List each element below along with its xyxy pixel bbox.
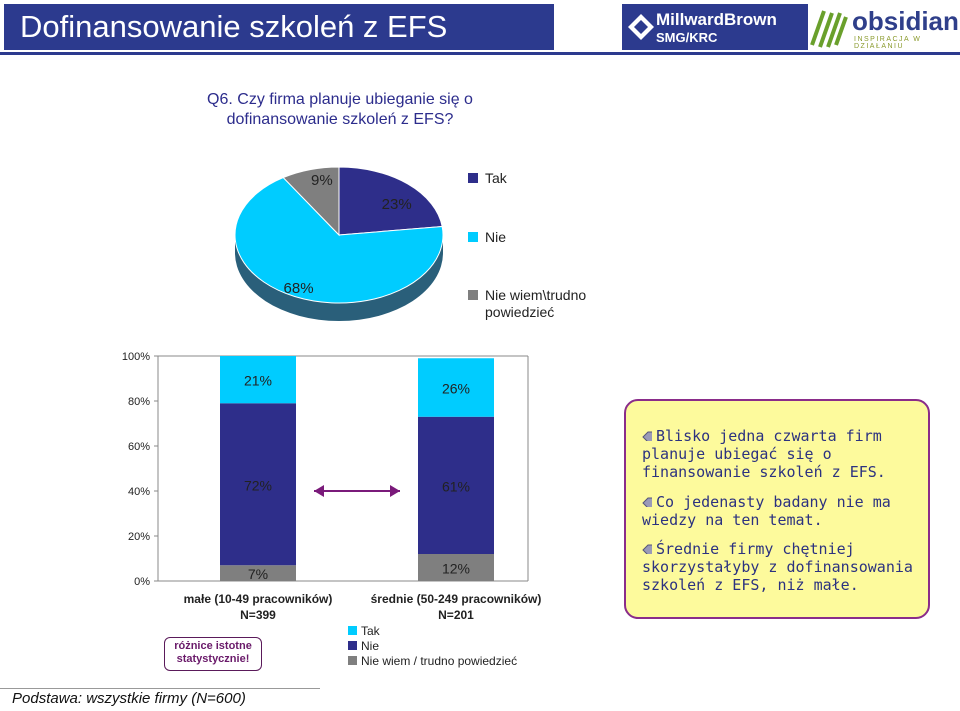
pie-data-label-tak: 23% bbox=[381, 196, 412, 214]
y-tick-label: 40% bbox=[128, 486, 150, 498]
pie-depth-wall bbox=[235, 235, 443, 321]
callout-point-3-line-3: szkoleń z EFS, niż małe. bbox=[642, 576, 859, 594]
callout-point-2-line-1: Co jedenasty badany nie ma bbox=[642, 493, 891, 511]
callout-point-3-line-2: skorzystałyby z dofinansowania bbox=[642, 558, 913, 576]
y-tick-label: 60% bbox=[128, 441, 150, 453]
callout-point-2: Co jedenasty badany nie ma wiedzy na ten … bbox=[642, 493, 891, 529]
millward-brown-logo: MillwardBrown SMG/KRC bbox=[622, 4, 808, 50]
slide-header: Dofinansowanie szkoleń z EFS MillwardBro… bbox=[0, 0, 960, 58]
pointer-bullet-icon bbox=[642, 497, 652, 507]
bar-legend-swatch-tak bbox=[348, 626, 357, 635]
x-category-label: małe (10-49 pracowników) bbox=[184, 592, 333, 606]
pie-legend-swatch-tak bbox=[468, 173, 478, 183]
stacked-bar-chart: 0% 20% 40% 60% 80% 100% 7% 72% 21% małe (10-49 pr… bbox=[122, 351, 542, 622]
millward-brown-logo-icon bbox=[628, 14, 654, 40]
obsidian-logo-text: obsidian bbox=[852, 6, 959, 36]
callout-point-1-line-3: finansowanie szkoleń z EFS. bbox=[642, 463, 886, 481]
pie-slice-nie-wiem-trudno-powiedzie bbox=[282, 166, 340, 237]
y-tick-label: 20% bbox=[128, 531, 150, 543]
header-divider bbox=[0, 52, 960, 55]
bar-data-label-nie-wiem-trudno-powiedzie-1: 7% bbox=[248, 566, 268, 582]
pie-legend-label-niewiem-line-2: powiedzieć bbox=[485, 304, 555, 320]
bar-data-label-tak-1: 21% bbox=[244, 373, 272, 389]
pie-legend-label-niewiem-line-1: Nie wiem\trudno bbox=[485, 287, 587, 303]
bar-legend-swatch-nie bbox=[348, 641, 357, 650]
y-tick-label: 100% bbox=[122, 351, 150, 363]
callout-point-1-line-1: Blisko jedna czwarta firm bbox=[642, 427, 886, 445]
x-category-sample-size: N=399 bbox=[240, 608, 276, 622]
pie-slice-tak bbox=[338, 166, 443, 236]
callout-point-1: Blisko jedna czwarta firm planuje ubiegać… bbox=[642, 427, 886, 481]
bar-segment-tak-1 bbox=[220, 356, 296, 404]
y-tick-label: 0% bbox=[134, 576, 150, 588]
millward-brown-logo-text: MillwardBrown bbox=[656, 10, 777, 29]
bar-segment-nie-wiem-trudno-powiedzie-1 bbox=[220, 565, 296, 581]
significance-note: różnice istotne statystycznie! bbox=[164, 637, 262, 671]
pie-data-label-nie-wiem-trudno-powiedzie: 9% bbox=[311, 171, 333, 189]
obsidian-logo: obsidian INSPIRACJA W DZIAŁANIU bbox=[806, 2, 959, 52]
summary-callout: Blisko jedna czwarta firm planuje ubiegać… bbox=[624, 399, 930, 619]
bar-data-label-nie-wiem-trudno-powiedzie-2: 12% bbox=[442, 561, 470, 577]
x-category-sample-size: N=201 bbox=[438, 608, 474, 622]
significance-note-line-1: różnice istotne bbox=[174, 640, 252, 652]
bar-segment-nie-wiem-trudno-powiedzie-2 bbox=[418, 554, 494, 581]
base-note: Podstawa: wszystkie firmy (N=600) bbox=[12, 690, 246, 707]
question-line-1: Q6. Czy firma planuje ubieganie się o bbox=[207, 91, 473, 108]
callout-point-3: Średnie firmy chętniej skorzystałyby z do… bbox=[642, 540, 913, 594]
bar-legend-swatch-niewiem bbox=[348, 656, 357, 665]
obsidian-tagline: INSPIRACJA W DZIAŁANIU bbox=[854, 36, 922, 50]
callout-point-1-line-2: planuje ubiegać się o bbox=[642, 445, 832, 463]
pie-slice-nie bbox=[234, 176, 444, 304]
callout-point-2-line-2: wiedzy na ten temat. bbox=[642, 511, 823, 529]
title-bar: Dofinansowanie szkoleń z EFS bbox=[4, 4, 554, 50]
bar-legend-label-tak: Tak bbox=[361, 624, 380, 638]
bar-data-label-nie-1: 72% bbox=[244, 477, 272, 493]
smg-krc-logo-text: SMG/KRC bbox=[656, 30, 718, 45]
bar-segment-nie-2 bbox=[418, 416, 494, 554]
footer-divider bbox=[0, 688, 320, 689]
bar-legend-label-niewiem: Nie wiem / trudno powiedzieć bbox=[361, 654, 518, 668]
bar-data-label-tak-2: 26% bbox=[442, 381, 470, 397]
comparison-arrowhead-left bbox=[314, 485, 324, 497]
bar-segment-tak-2 bbox=[418, 358, 494, 417]
significance-note-line-2: statystycznie! bbox=[176, 653, 250, 665]
pie-legend-label-nie: Nie bbox=[485, 229, 507, 245]
x-category-label: średnie (50-249 pracowników) bbox=[371, 592, 542, 606]
bar-legend-label-nie: Nie bbox=[361, 639, 380, 653]
pointer-bullet-icon bbox=[642, 544, 652, 554]
question-line-2: dofinansowanie szkoleń z EFS? bbox=[226, 111, 454, 128]
pie-data-label-nie: 68% bbox=[283, 280, 314, 298]
comparison-arrowhead-right bbox=[390, 485, 400, 497]
pie-legend-label-tak: Tak bbox=[485, 170, 507, 186]
bar-data-label-nie-2: 61% bbox=[442, 478, 470, 494]
callout-point-3-line-1: Średnie firmy chętniej bbox=[642, 540, 913, 558]
question-text: Q6. Czy firma planuje ubieganie się o do… bbox=[180, 90, 500, 130]
pie-chart bbox=[234, 166, 444, 321]
bar-segment-nie-1 bbox=[220, 403, 296, 566]
pointer-bullet-icon bbox=[642, 431, 652, 441]
y-tick-label: 80% bbox=[128, 396, 150, 408]
obsidian-logo-icon bbox=[810, 10, 848, 48]
pie-legend-swatch-niewiem bbox=[468, 290, 478, 300]
pie-legend-swatch-nie bbox=[468, 232, 478, 242]
slide-title: Dofinansowanie szkoleń z EFS bbox=[20, 9, 448, 44]
